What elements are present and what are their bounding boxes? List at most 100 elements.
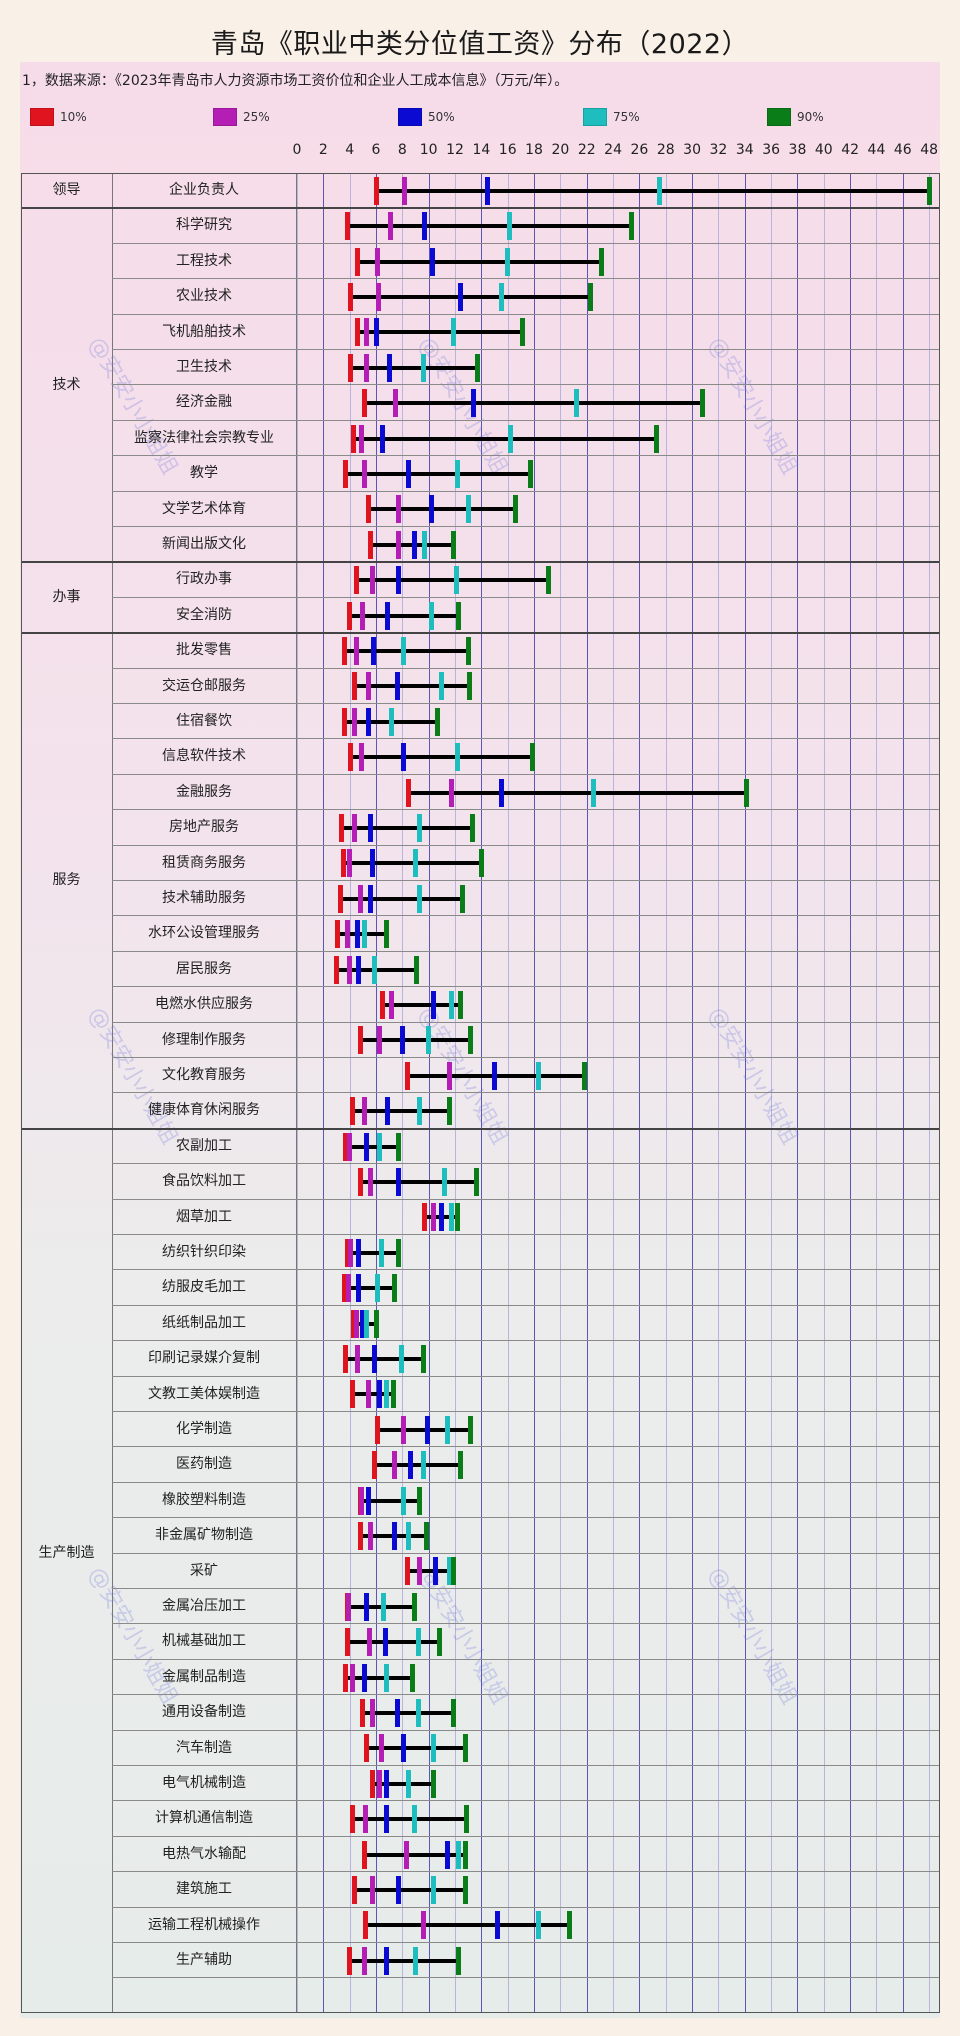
chart-title: 青岛《职业中类分位值工资》分布（2022） xyxy=(210,29,750,60)
percentile-marker-10pct xyxy=(352,672,358,701)
percentile-marker-10pct xyxy=(373,176,379,205)
percentile-marker-50pct xyxy=(373,318,379,347)
occupation-label: 企业负责人 xyxy=(169,182,239,198)
percentile-marker-90pct xyxy=(546,566,552,595)
percentile-marker-90pct xyxy=(464,1805,470,1834)
group-separator xyxy=(21,632,940,635)
percentile-marker-90pct xyxy=(456,1946,462,1975)
percentile-marker-90pct xyxy=(391,1274,397,1303)
percentile-marker-25pct xyxy=(361,459,367,488)
range-bar xyxy=(357,330,523,335)
percentile-marker-50pct xyxy=(407,1451,413,1480)
percentile-marker-50pct xyxy=(395,1875,401,1904)
percentile-marker-10pct xyxy=(344,1238,350,1267)
table-row xyxy=(112,1660,940,1696)
x-tick-label: 46 xyxy=(893,142,912,158)
range-bar xyxy=(345,471,531,476)
percentile-marker-10pct xyxy=(343,1344,349,1373)
percentile-marker-25pct xyxy=(369,1875,375,1904)
percentile-marker-50pct xyxy=(485,176,491,205)
percentile-marker-90pct xyxy=(414,955,420,984)
percentile-marker-50pct xyxy=(370,636,376,665)
percentile-marker-90pct xyxy=(390,1380,396,1409)
occupation-label: 居民服务 xyxy=(176,960,232,977)
percentile-marker-25pct xyxy=(395,495,401,524)
table-row xyxy=(112,1129,940,1165)
percentile-marker-90pct xyxy=(451,1698,457,1727)
legend-item-90pct: 90% xyxy=(767,108,824,126)
percentile-marker-10pct xyxy=(405,1061,411,1090)
percentile-marker-25pct xyxy=(362,1805,368,1834)
range-bar xyxy=(362,1710,454,1715)
percentile-marker-50pct xyxy=(386,353,392,382)
occupation-label: 电燃水供应服务 xyxy=(155,996,253,1013)
percentile-marker-50pct xyxy=(377,1380,383,1409)
percentile-marker-90pct xyxy=(384,920,390,949)
percentile-marker-25pct xyxy=(420,1911,426,1940)
table-row xyxy=(112,1023,940,1058)
percentile-marker-90pct xyxy=(513,495,519,524)
percentile-marker-75pct xyxy=(413,1946,419,1975)
percentile-marker-10pct xyxy=(360,1698,366,1727)
percentile-marker-10pct xyxy=(341,707,347,736)
percentile-marker-75pct xyxy=(398,1344,404,1373)
percentile-marker-10pct xyxy=(349,1380,355,1409)
percentile-marker-25pct xyxy=(391,1451,397,1480)
occupation-label: 文化教育服务 xyxy=(162,1067,246,1083)
table-row xyxy=(112,916,940,952)
percentile-marker-25pct xyxy=(357,884,363,913)
table-row xyxy=(112,1731,940,1766)
table-row xyxy=(112,881,940,917)
percentile-marker-90pct xyxy=(530,743,536,772)
percentile-marker-25pct xyxy=(395,530,401,559)
range-bar xyxy=(356,578,549,583)
table-row xyxy=(112,456,940,492)
percentile-marker-75pct xyxy=(428,601,434,630)
percentile-marker-75pct xyxy=(431,1875,437,1904)
percentile-marker-50pct xyxy=(394,672,400,701)
range-bar xyxy=(365,1923,570,1928)
legend-label: 50% xyxy=(428,110,455,124)
table-row xyxy=(112,1200,940,1235)
table-row xyxy=(112,492,940,527)
occupation-label: 纺服皮毛加工 xyxy=(162,1279,246,1296)
percentile-marker-90pct xyxy=(436,1628,442,1657)
percentile-marker-90pct xyxy=(654,424,660,453)
percentile-marker-10pct xyxy=(351,424,357,453)
percentile-marker-50pct xyxy=(394,1698,400,1727)
percentile-marker-25pct xyxy=(353,636,359,665)
percentile-marker-75pct xyxy=(384,1380,390,1409)
percentile-marker-50pct xyxy=(399,1026,405,1055)
occupation-label: 新闻出版文化 xyxy=(162,536,246,552)
percentile-marker-50pct xyxy=(492,1061,498,1090)
percentile-marker-25pct xyxy=(359,1486,365,1515)
percentile-marker-25pct xyxy=(447,1061,453,1090)
percentile-marker-75pct xyxy=(416,1097,422,1126)
percentile-marker-75pct xyxy=(374,1274,380,1303)
percentile-marker-75pct xyxy=(406,1769,412,1798)
legend-item-50pct: 50% xyxy=(398,108,455,126)
percentile-marker-75pct xyxy=(422,530,428,559)
range-bar xyxy=(353,436,657,441)
percentile-marker-75pct xyxy=(456,1840,462,1869)
percentile-marker-50pct xyxy=(365,1486,371,1515)
table-row xyxy=(112,1801,940,1837)
percentile-marker-50pct xyxy=(380,424,386,453)
occupation-label: 经济金融 xyxy=(176,394,232,411)
percentile-marker-10pct xyxy=(349,1097,355,1126)
x-tick-label: 48 xyxy=(920,142,939,158)
occupation-label: 金属制品制造 xyxy=(162,1668,246,1685)
percentile-marker-10pct xyxy=(355,247,361,276)
percentile-marker-90pct xyxy=(474,353,480,382)
percentile-marker-10pct xyxy=(357,1521,363,1550)
percentile-marker-90pct xyxy=(468,1026,474,1055)
percentile-marker-25pct xyxy=(353,1309,359,1338)
range-bar xyxy=(374,1463,461,1468)
occupation-label: 批发零售 xyxy=(176,642,232,659)
table-row xyxy=(112,739,940,775)
percentile-marker-25pct xyxy=(369,1698,375,1727)
x-tick-label: 10 xyxy=(419,142,438,158)
percentile-marker-90pct xyxy=(435,707,441,736)
percentile-marker-75pct xyxy=(364,1309,370,1338)
percentile-marker-75pct xyxy=(406,1521,412,1550)
